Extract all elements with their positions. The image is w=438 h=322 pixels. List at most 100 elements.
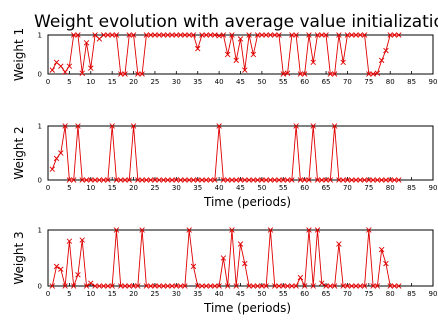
x-tick-label: 70 [343,184,352,192]
data-point [126,32,132,38]
x-tick-label: 30 [172,290,181,298]
data-point [396,32,402,38]
x-tick-label: 45 [236,184,245,192]
data-point [366,227,372,233]
x-tick-label: 75 [364,78,373,86]
x-tick-label: 60 [300,184,309,192]
data-point [229,227,235,233]
data-point [306,32,312,38]
data-point [165,32,171,38]
data-point [105,32,111,38]
data-point [75,272,81,278]
data-point [391,32,398,38]
data-point [301,177,308,183]
data-point [169,177,175,183]
x-tick-label: 45 [236,290,245,298]
data-point [383,177,389,183]
data-point [212,283,218,289]
data-point [297,274,304,281]
data-point [62,69,68,75]
data-point [327,177,334,183]
data-point [173,177,180,183]
data-point [340,283,346,289]
data-point [237,36,244,42]
data-point [199,283,205,289]
data-point [75,123,81,129]
panel-weight-1: 0 5 10 15 20 25 30 35 40 45 50 55 60 65 70 75 80 85 90 0 1 We… [12,28,437,86]
y-tick-label: 0 [38,177,42,185]
x-tick-label: 20 [129,184,138,192]
data-point [319,280,325,286]
data-point [250,177,257,183]
data-point [165,283,171,289]
data-point [233,177,239,183]
data-point [340,177,346,183]
x-tick-label: 90 [429,290,438,298]
data-point [306,177,312,183]
data-point [289,177,295,183]
data-point [284,177,291,183]
x-tick-label: 70 [343,290,352,298]
x-tick-label: 0 [46,78,50,86]
data-point [195,45,201,52]
data-point [58,63,64,69]
data-point [53,59,60,66]
data-point [361,177,368,183]
data-point [105,283,111,289]
x-tick-label: 70 [343,78,352,86]
data-point [289,32,295,38]
data-point [242,177,248,183]
data-point [139,227,145,233]
data-point [323,283,329,289]
data-point [203,177,209,183]
x-tick-label: 35 [193,78,202,86]
y-axis-label: Weight 1 [12,28,26,81]
data-point [242,67,248,73]
data-point [323,32,329,38]
data-point [66,238,73,244]
data-point [195,283,201,289]
data-point [62,283,68,289]
data-point [280,283,286,289]
data-point [79,237,85,243]
data-point [177,32,184,38]
data-point [113,227,120,233]
data-point [49,166,55,172]
data-point [212,32,218,38]
data-point [259,177,265,183]
data-point [207,177,214,183]
data-point [49,283,55,289]
data-point [349,177,355,183]
data-point [250,283,257,289]
series-line [51,34,399,75]
data-point [199,32,205,38]
x-tick-label: 0 [46,290,50,298]
data-point [370,71,376,77]
data-point [293,123,299,129]
data-point [109,123,115,129]
data-point [280,71,286,77]
data-point [118,283,124,289]
data-point [310,59,316,66]
x-tick-label: 25 [150,78,159,86]
data-point [378,246,385,253]
x-tick-label: 5 [67,290,71,298]
data-point [344,32,351,38]
data-point [301,71,308,77]
data-point [259,32,265,38]
data-point [336,177,342,183]
data-point [122,177,128,183]
x-tick-label: 35 [193,290,202,298]
data-point [297,177,304,183]
data-point [190,263,197,270]
data-point [92,177,98,183]
data-point [374,177,381,183]
data-point [272,283,278,289]
data-point [293,32,299,38]
data-point [319,32,325,38]
data-point [130,123,137,129]
data-point [66,177,73,183]
data-point [207,283,214,289]
data-point [156,283,162,289]
